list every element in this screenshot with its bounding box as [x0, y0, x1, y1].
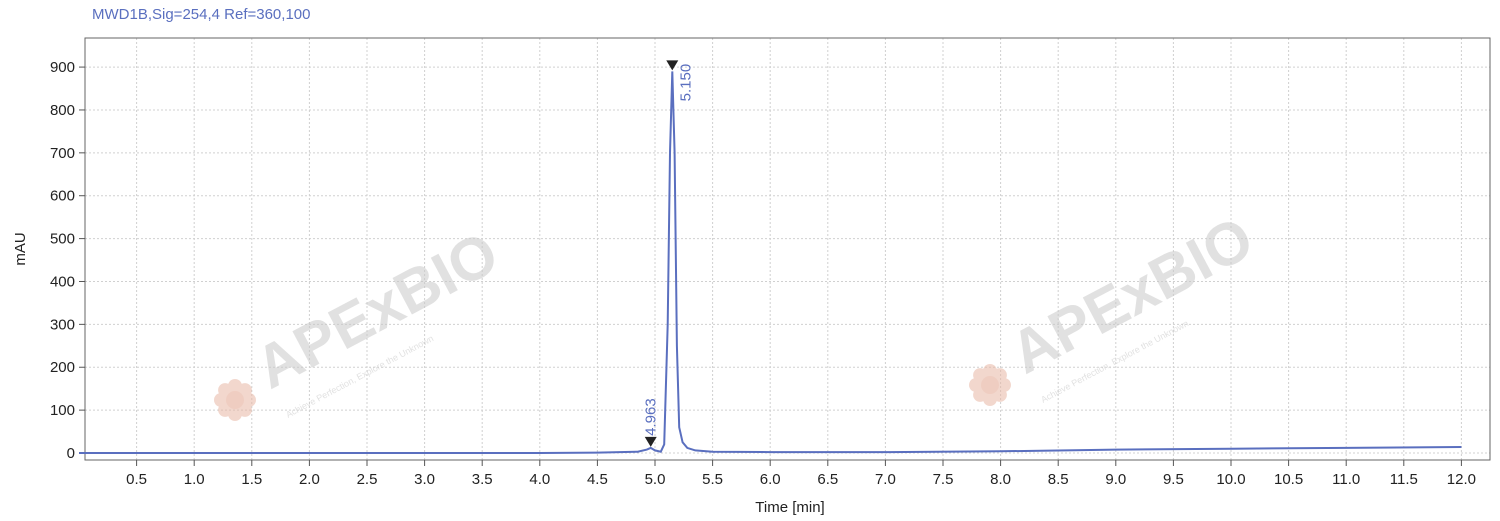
x-tick-label: 9.5 [1163, 471, 1184, 488]
y-tick-label: 300 [50, 316, 75, 333]
grid [85, 38, 1490, 460]
logo-petal [992, 368, 1007, 383]
peak-marker [666, 60, 679, 71]
chromatogram-trace [79, 71, 1462, 454]
watermark-brand: APExBIO [1000, 204, 1264, 387]
y-tick-label: 700 [50, 145, 75, 162]
peak-label: 4.963 [643, 398, 660, 436]
x-tick-label: 4.5 [587, 471, 608, 488]
watermark-brand: APExBIO [245, 219, 509, 402]
y-tick-label: 500 [50, 231, 75, 248]
x-tick-label: 12.0 [1447, 471, 1476, 488]
x-tick-label: 11.5 [1390, 471, 1418, 488]
logo-center [226, 391, 244, 409]
x-axis-title: Time [min] [755, 499, 824, 516]
x-tick-label: 2.5 [357, 471, 378, 488]
plot-frame [84, 37, 1491, 461]
y-tick-label: 800 [50, 102, 75, 119]
peak-label: 5.150 [677, 64, 694, 102]
logo-center [981, 376, 999, 394]
x-tick-label: 9.0 [1105, 471, 1126, 488]
x-tick-label: 5.5 [702, 471, 723, 488]
chart-title: MWD1B,Sig=254,4 Ref=360,100 [92, 6, 311, 23]
x-tick-label: 5.0 [645, 471, 666, 488]
x-tick-label: 0.5 [126, 471, 147, 488]
x-tick-label: 6.0 [760, 471, 781, 488]
peak-annotations: 4.963 5.150 [643, 60, 694, 447]
x-tick-label: 4.0 [529, 471, 550, 488]
x-axis: 0.5 1.0 1.5 2.0 2.5 3.0 3.5 4.0 4.5 5.0 5.5 6.0 6.5 7… [126, 460, 1476, 488]
x-tick-label: 3.0 [414, 471, 435, 488]
x-tick-label: 8.5 [1048, 471, 1069, 488]
x-tick-label: 10.0 [1216, 471, 1245, 488]
y-tick-label: 900 [50, 59, 75, 76]
y-axis: 0 100 200 300 400 500 600 700 800 900 [50, 59, 85, 462]
x-tick-label: 6.5 [817, 471, 838, 488]
x-tick-label: 7.0 [875, 471, 896, 488]
x-tick-label: 1.0 [184, 471, 205, 488]
y-tick-label: 400 [50, 273, 75, 290]
y-axis-title: mAU [12, 232, 29, 265]
x-tick-label: 11.0 [1332, 471, 1360, 488]
x-tick-label: 7.5 [933, 471, 954, 488]
y-tick-label: 600 [50, 188, 75, 205]
peak-marker [644, 436, 657, 447]
y-tick-label: 100 [50, 402, 75, 419]
x-tick-label: 10.5 [1274, 471, 1303, 488]
x-tick-label: 8.0 [990, 471, 1011, 488]
x-tick-label: 3.5 [472, 471, 493, 488]
x-tick-label: 2.0 [299, 471, 320, 488]
y-tick-label: 200 [50, 359, 75, 376]
x-tick-label: 1.5 [241, 471, 262, 488]
y-tick-label: 0 [67, 445, 75, 462]
logo-petal [237, 383, 252, 398]
